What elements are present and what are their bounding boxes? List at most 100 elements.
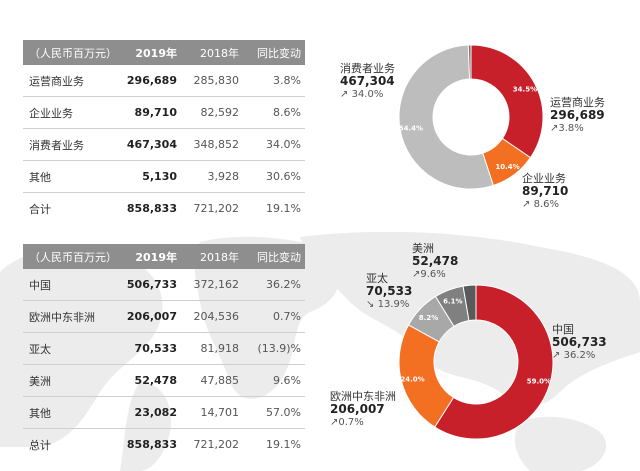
callout-growth: ↗3.8% <box>550 123 584 134</box>
callout-americas: 美洲 52,478 ↗9.6% <box>412 242 458 281</box>
row-label: 总计 <box>23 428 113 460</box>
row-label: 亚太 <box>23 332 113 365</box>
regions-table: （人民币百万元） 2019年 2018年 同比变动 中国 506,733 372… <box>23 244 305 460</box>
table-header-row: （人民币百万元） 2019年 2018年 同比变动 <box>23 244 305 269</box>
callout-emea: 欧洲中东非洲 206,007 ↗0.7% <box>330 390 396 429</box>
callout-growth: ↗ 36.2% <box>552 350 596 361</box>
row-label: 中国 <box>23 269 113 301</box>
callout-carrier: 运营商业务 296,689 ↗3.8% <box>550 96 605 135</box>
callout-name: 美洲 <box>412 242 434 255</box>
row-label: 其他 <box>23 160 113 193</box>
callout-name: 消费者业务 <box>340 62 395 75</box>
value-yoy: 36.2% <box>239 269 305 301</box>
value-yoy: 8.6% <box>239 96 305 129</box>
table-total-row: 合计 858,833 721,202 19.1% <box>23 192 305 224</box>
callout-value: 506,733 <box>552 335 607 349</box>
value-2018: 14,701 <box>177 396 239 429</box>
business-segments-donut: 34.5% 10.4% 54.4% <box>398 44 544 190</box>
row-label: 消费者业务 <box>23 128 113 161</box>
donut-pct-label: 54.4% <box>399 125 423 133</box>
value-yoy: 30.6% <box>239 160 305 193</box>
callout-name: 企业业务 <box>522 172 566 185</box>
table-row: 其他 23,082 14,701 57.0% <box>23 396 305 429</box>
callout-value: 89,710 <box>522 184 569 198</box>
value-yoy: 19.1% <box>239 192 305 224</box>
regions-donut: 59.0% 24.0% 8.2% 6.1% <box>398 284 554 440</box>
row-label: 美洲 <box>23 364 113 397</box>
donut-pct-label: 10.4% <box>495 163 519 171</box>
callout-name: 中国 <box>552 323 574 336</box>
donut-pct-label: 6.1% <box>443 298 462 306</box>
header-yoy: 同比变动 <box>239 244 305 269</box>
value-2019: 5,130 <box>113 160 177 193</box>
value-2019: 206,007 <box>113 300 177 333</box>
table-row: 亚太 70,533 81,918 (13.9)% <box>23 332 305 365</box>
callout-value: 206,007 <box>330 402 385 416</box>
row-label: 其他 <box>23 396 113 429</box>
callout-name: 亚太 <box>366 272 388 285</box>
callout-apac: 亚太 70,533 ↘ 13.9% <box>366 272 412 311</box>
value-2019: 296,689 <box>113 65 177 97</box>
value-2019: 858,833 <box>113 428 177 460</box>
donut-pct-label: 8.2% <box>419 314 438 322</box>
value-2018: 82,592 <box>177 96 239 129</box>
arrow-up-right-icon: ↗ <box>552 350 561 361</box>
value-2019: 89,710 <box>113 96 177 129</box>
value-2019: 467,304 <box>113 128 177 161</box>
donut-slice-4 <box>462 284 477 322</box>
callout-enterprise: 企业业务 89,710 ↗ 8.6% <box>522 172 568 211</box>
arrow-up-right-icon: ↗ <box>330 417 339 428</box>
callout-consumer: 消费者业务 467,304 ↗ 34.0% <box>340 62 395 101</box>
table-row: 美洲 52,478 47,885 9.6% <box>23 364 305 397</box>
header-unit: （人民币百万元） <box>23 244 117 269</box>
callout-growth: ↘ 13.9% <box>366 299 410 310</box>
table-row: 企业业务 89,710 82,592 8.6% <box>23 96 305 129</box>
table-row: 其他 5,130 3,928 30.6% <box>23 160 305 193</box>
arrow-up-right-icon: ↗ <box>412 269 421 280</box>
value-yoy: 9.6% <box>239 364 305 397</box>
header-yoy: 同比变动 <box>239 40 305 65</box>
header-unit: （人民币百万元） <box>23 40 117 65</box>
header-2019: 2019年 <box>113 244 177 269</box>
callout-growth: ↗0.7% <box>330 417 364 428</box>
row-label: 运营商业务 <box>23 65 113 97</box>
header-2019: 2019年 <box>113 40 177 65</box>
callout-value: 52,478 <box>412 254 459 268</box>
table-row: 欧洲中东非洲 206,007 204,536 0.7% <box>23 300 305 333</box>
table-header-row: （人民币百万元） 2019年 2018年 同比变动 <box>23 40 305 65</box>
donut-pct-label: 24.0% <box>400 375 424 383</box>
value-2018: 285,830 <box>177 65 239 97</box>
value-2019: 52,478 <box>113 364 177 397</box>
value-2019: 70,533 <box>113 332 177 365</box>
value-yoy: 0.7% <box>239 300 305 333</box>
callout-growth: ↗ 8.6% <box>522 199 559 210</box>
callout-value: 467,304 <box>340 74 395 88</box>
value-yoy: (13.9)% <box>239 332 305 365</box>
value-yoy: 57.0% <box>239 396 305 429</box>
value-2018: 721,202 <box>177 192 239 224</box>
table-total-row: 总计 858,833 721,202 19.1% <box>23 428 305 460</box>
donut-pct-label: 59.0% <box>527 377 551 385</box>
business-segments-table: （人民币百万元） 2019年 2018年 同比变动 运营商业务 296,689 … <box>23 40 305 224</box>
value-yoy: 19.1% <box>239 428 305 460</box>
arrow-up-right-icon: ↗ <box>522 199 531 210</box>
donut-slice-0 <box>434 284 554 440</box>
header-2018: 2018年 <box>177 244 239 269</box>
callout-china: 中国 506,733 ↗ 36.2% <box>552 323 607 362</box>
value-2018: 721,202 <box>177 428 239 460</box>
header-2018: 2018年 <box>177 40 239 65</box>
arrow-up-right-icon: ↗ <box>340 89 349 100</box>
callout-value: 70,533 <box>366 284 413 298</box>
row-label: 合计 <box>23 192 113 224</box>
value-2018: 3,928 <box>177 160 239 193</box>
arrow-down-right-icon: ↘ <box>366 299 375 310</box>
callout-value: 296,689 <box>550 108 605 122</box>
callout-growth: ↗9.6% <box>412 269 446 280</box>
value-2019: 858,833 <box>113 192 177 224</box>
table-row: 消费者业务 467,304 348,852 34.0% <box>23 128 305 161</box>
callout-name: 运营商业务 <box>550 96 605 109</box>
table-row: 中国 506,733 372,162 36.2% <box>23 269 305 301</box>
callout-name: 欧洲中东非洲 <box>330 390 396 403</box>
value-2018: 81,918 <box>177 332 239 365</box>
donut-slice-2 <box>398 44 494 190</box>
